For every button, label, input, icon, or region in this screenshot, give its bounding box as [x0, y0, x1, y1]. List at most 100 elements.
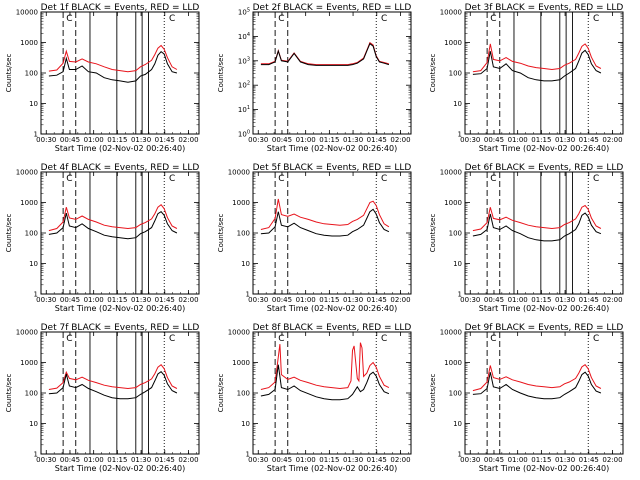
x-tick-label: 01:15	[531, 296, 551, 304]
x-axis-label: Start Time (02-Nov-02 00:26:40)	[267, 144, 397, 153]
x-tick-label: 01:30	[343, 296, 363, 304]
x-tick-label: 02:00	[602, 136, 622, 144]
lld-series-line	[48, 203, 178, 232]
y-tick-label: 1	[34, 451, 38, 459]
x-tick-label: 00:45	[484, 456, 504, 464]
x-tick-label: 02:00	[390, 456, 410, 464]
x-tick-label: 01:45	[367, 136, 387, 144]
y-tick-label: 1	[458, 291, 462, 299]
x-tick-label: 00:30	[460, 456, 480, 464]
panel-det-8: Det 8f BLACK = Events, RED = LLD Counts/s…	[217, 323, 412, 473]
y-tick-label: 10000	[16, 329, 38, 337]
panel-det-5: Det 5f BLACK = Events, RED = LLD Counts/s…	[217, 163, 412, 313]
y-tick-label: 10000	[228, 169, 250, 177]
x-tick-label: 01:00	[296, 296, 316, 304]
panel-title: Det 2f BLACK = Events, RED = LLD	[253, 3, 412, 13]
y-axis-label: Counts/sec	[429, 54, 437, 93]
panel-title: Det 6f BLACK = Events, RED = LLD	[465, 163, 624, 173]
y-tick-label: 1000	[232, 199, 250, 207]
y-tick-label: 1	[458, 131, 462, 139]
x-tick-label: 00:30	[36, 136, 56, 144]
panel-det-3: Det 3f BLACK = Events, RED = LLD Counts/s…	[429, 3, 624, 153]
bracket-label: C	[490, 174, 496, 184]
x-axis-label: Start Time (02-Nov-02 00:26:40)	[479, 304, 609, 313]
x-tick-label: 01:15	[531, 456, 551, 464]
plot-frame	[40, 331, 200, 455]
x-tick-label: 01:00	[508, 136, 528, 144]
panel-det-1: Det 1f BLACK = Events, RED = LLD Counts/s…	[5, 3, 200, 153]
y-tick-label: 1	[246, 451, 250, 459]
y-tick-label: 100	[449, 230, 462, 238]
x-tick-label: 01:00	[296, 456, 316, 464]
x-axis-label: Start Time (02-Nov-02 00:26:40)	[55, 144, 185, 153]
x-axis-label: Start Time (02-Nov-02 00:26:40)	[267, 464, 397, 473]
y-tick-label: 100	[25, 230, 38, 238]
y-tick-label: 100	[238, 130, 250, 139]
y-tick-label: 102	[238, 81, 250, 90]
x-tick-label: 01:30	[131, 296, 151, 304]
y-axis-label: Counts/sec	[429, 214, 437, 253]
bracket-label: C	[490, 14, 496, 24]
y-tick-label: 10000	[16, 9, 38, 17]
x-tick-label: 01:15	[107, 296, 127, 304]
events-series-line	[260, 42, 390, 66]
y-tick-label: 100	[25, 390, 38, 398]
y-tick-label: 100	[25, 70, 38, 78]
x-tick-label: 00:30	[248, 456, 268, 464]
lld-series-line	[472, 204, 602, 232]
lld-series-line	[48, 363, 178, 390]
y-tick-label: 10	[29, 420, 38, 428]
x-tick-label: 01:15	[107, 136, 127, 144]
x-axis-label: Start Time (02-Nov-02 00:26:40)	[479, 464, 609, 473]
x-tick-label: 01:45	[579, 456, 599, 464]
x-tick-label: 01:00	[296, 136, 316, 144]
x-tick-label: 01:15	[107, 456, 127, 464]
bracket-label: C	[593, 14, 599, 24]
lld-series-line	[260, 198, 390, 230]
bracket-label: C	[593, 334, 599, 344]
x-tick-label: 01:45	[155, 456, 175, 464]
x-tick-label: 01:30	[131, 136, 151, 144]
x-tick-label: 00:30	[460, 296, 480, 304]
y-tick-label: 10000	[440, 329, 462, 337]
plot-frame	[464, 331, 624, 455]
y-tick-label: 1000	[20, 39, 38, 47]
x-tick-label: 00:45	[60, 456, 80, 464]
y-tick-label: 1000	[20, 359, 38, 367]
x-tick-label: 01:30	[343, 136, 363, 144]
y-axis-label: Counts/sec	[217, 54, 225, 93]
bracket-label: C	[66, 14, 72, 24]
x-tick-label: 00:45	[272, 296, 292, 304]
events-series-line	[48, 51, 178, 83]
panel-title: Det 7f BLACK = Events, RED = LLD	[41, 323, 200, 333]
x-tick-label: 01:30	[131, 456, 151, 464]
y-tick-label: 1000	[444, 199, 462, 207]
y-tick-label: 10000	[440, 9, 462, 17]
bracket-label: C	[490, 334, 496, 344]
y-tick-label: 10	[453, 100, 462, 108]
y-tick-label: 10000	[440, 169, 462, 177]
x-tick-label: 00:30	[460, 136, 480, 144]
y-tick-label: 1000	[20, 199, 38, 207]
y-axis-label: Counts/sec	[5, 374, 13, 413]
x-tick-label: 00:45	[60, 296, 80, 304]
panel-det-6: Det 6f BLACK = Events, RED = LLD Counts/s…	[429, 163, 624, 313]
x-tick-label: 02:00	[178, 136, 198, 144]
x-tick-label: 00:45	[272, 136, 292, 144]
x-tick-label: 01:45	[367, 296, 387, 304]
plot-frame	[40, 11, 200, 135]
y-tick-label: 10	[29, 100, 38, 108]
panel-title: Det 8f BLACK = Events, RED = LLD	[253, 323, 412, 333]
x-axis-label: Start Time (02-Nov-02 00:26:40)	[55, 304, 185, 313]
bracket-label: C	[169, 174, 175, 184]
bracket-label: C	[169, 14, 175, 24]
panel-det-2: Det 2f BLACK = Events, RED = LLD Counts/s…	[217, 3, 412, 153]
y-axis-label: Counts/sec	[429, 374, 437, 413]
y-tick-label: 103	[238, 56, 250, 65]
events-series-line	[260, 208, 390, 237]
panel-title: Det 9f BLACK = Events, RED = LLD	[465, 323, 624, 333]
x-tick-label: 00:45	[484, 296, 504, 304]
y-tick-label: 1	[34, 131, 38, 139]
y-tick-label: 10	[241, 260, 250, 268]
